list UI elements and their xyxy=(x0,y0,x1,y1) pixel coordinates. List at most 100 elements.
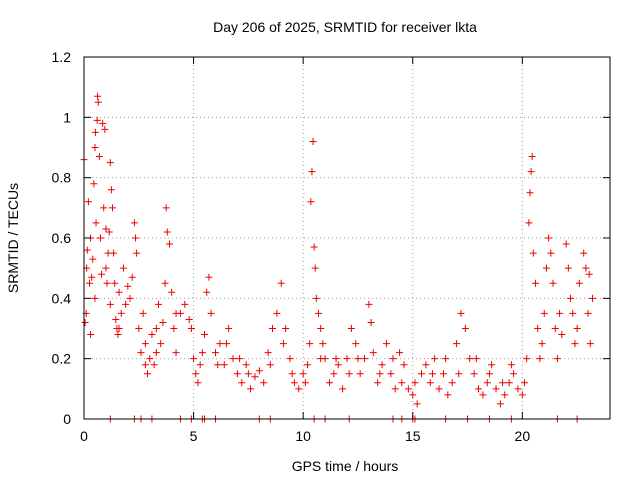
data-point xyxy=(426,379,434,387)
data-point xyxy=(567,294,575,302)
data-point xyxy=(422,361,430,369)
data-point xyxy=(148,331,156,339)
y-tick-label: 0.4 xyxy=(52,290,72,306)
data-point xyxy=(192,370,200,378)
data-point xyxy=(301,379,309,387)
data-point xyxy=(93,116,101,124)
data-point xyxy=(119,264,127,272)
data-point xyxy=(187,325,195,332)
data-point xyxy=(95,153,103,161)
data-point xyxy=(198,349,206,357)
data-point xyxy=(130,219,138,227)
y-tick-label: 0.2 xyxy=(52,351,72,367)
data-point xyxy=(310,243,318,251)
data-point xyxy=(317,325,325,332)
data-point xyxy=(115,288,123,296)
data-point xyxy=(185,315,193,323)
x-axis-label: GPS time / hours xyxy=(292,458,399,474)
data-point xyxy=(518,391,526,399)
data-point xyxy=(157,340,165,348)
data-point xyxy=(91,128,99,136)
data-point xyxy=(83,246,91,254)
data-point xyxy=(586,340,594,348)
data-point xyxy=(137,349,145,357)
data-point xyxy=(396,349,404,357)
data-point xyxy=(361,355,369,363)
data-point xyxy=(354,355,362,363)
data-point xyxy=(91,144,99,151)
data-point xyxy=(431,355,439,363)
data-point xyxy=(575,279,583,287)
data-point xyxy=(255,367,263,375)
data-point xyxy=(376,370,384,378)
data-point xyxy=(216,340,224,348)
data-point xyxy=(378,361,386,369)
data-point xyxy=(510,370,518,378)
y-axis-label: SRMTID / TECUs xyxy=(5,183,21,293)
data-point xyxy=(475,385,482,393)
data-point xyxy=(112,315,120,323)
data-point xyxy=(499,379,507,387)
data-point xyxy=(152,325,160,332)
data-point xyxy=(114,331,122,339)
x-tick-label: 20 xyxy=(515,428,531,444)
data-point xyxy=(108,204,116,212)
data-point xyxy=(317,355,325,363)
data-point xyxy=(163,228,171,236)
data-point xyxy=(439,370,447,378)
data-point xyxy=(288,370,296,378)
data-point xyxy=(466,355,474,363)
data-point xyxy=(569,309,577,317)
data-point xyxy=(277,279,285,287)
data-point xyxy=(141,361,149,369)
data-point xyxy=(81,318,89,326)
data-point xyxy=(144,370,152,378)
data-point xyxy=(225,325,233,332)
data-point xyxy=(527,168,535,176)
data-point xyxy=(339,385,347,393)
data-point xyxy=(135,325,143,332)
data-point xyxy=(290,379,298,387)
data-point xyxy=(279,340,287,348)
data-point xyxy=(94,98,102,106)
data-point xyxy=(251,373,259,381)
data-point xyxy=(374,379,382,387)
data-point xyxy=(141,340,149,348)
data-point xyxy=(505,379,513,387)
y-tick-label: 0.6 xyxy=(52,230,72,246)
data-point xyxy=(115,325,123,332)
data-point xyxy=(96,234,104,242)
data-point xyxy=(190,355,198,363)
data-point xyxy=(547,249,555,257)
data-point xyxy=(299,370,307,378)
data-point xyxy=(87,331,95,339)
data-point xyxy=(139,309,147,317)
data-point xyxy=(132,234,140,242)
data-point xyxy=(571,340,579,348)
data-point xyxy=(582,264,590,272)
data-point xyxy=(564,264,572,272)
data-point xyxy=(201,331,209,339)
data-point xyxy=(496,400,504,408)
y-tick-label: 0 xyxy=(63,411,71,427)
data-point xyxy=(545,234,553,242)
data-point xyxy=(306,340,314,348)
data-point xyxy=(102,264,110,272)
data-point xyxy=(387,370,395,378)
data-point xyxy=(117,309,125,317)
data-point xyxy=(172,309,180,317)
data-point xyxy=(573,325,581,332)
data-point xyxy=(347,325,355,332)
data-point xyxy=(556,309,564,317)
data-point xyxy=(356,370,364,378)
data-point xyxy=(133,249,141,257)
data-point xyxy=(334,361,342,369)
data-point xyxy=(222,340,230,348)
data-point xyxy=(146,355,154,363)
data-point xyxy=(233,370,241,378)
data-point xyxy=(85,279,93,287)
data-point xyxy=(585,270,593,278)
data-point xyxy=(242,361,250,369)
data-point xyxy=(162,204,170,212)
data-point xyxy=(398,379,406,387)
